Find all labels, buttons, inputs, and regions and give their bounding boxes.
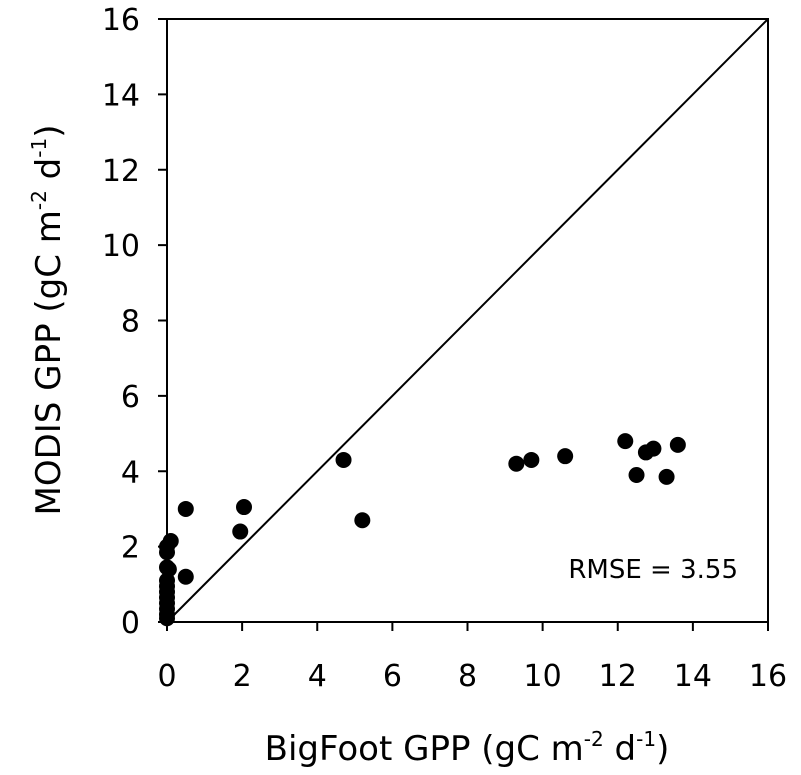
data-point [557,448,574,465]
data-point [669,436,686,453]
y-tick-label: 10 [102,229,140,264]
y-axis-title-sup1: -2 [27,190,51,210]
y-axis-title-mid: d [29,158,69,190]
data-point [658,468,675,485]
data-point [354,512,371,529]
x-tick-label: 2 [233,659,252,694]
y-tick-label: 8 [121,305,140,340]
data-point [645,440,662,457]
y-tick-label: 12 [102,154,140,189]
data-point [236,499,253,516]
x-axis-title: BigFoot GPP (gC m-2 d-1) [265,727,670,769]
data-points [159,433,686,627]
x-axis-title-mid: d [604,729,636,769]
x-tick-label: 4 [308,659,327,694]
y-axis-title-text: MODIS GPP (gC m [29,210,69,515]
x-tick-label: 14 [674,659,712,694]
y-tick-label: 16 [102,3,140,38]
data-point [628,467,645,484]
y-axis-title-sup2: -1 [27,138,51,158]
data-point [232,523,249,540]
x-axis-title-sup2: -1 [636,727,656,751]
y-tick-label: 0 [121,606,140,641]
y-axis-title-end: ) [29,125,69,138]
x-tick-label: 16 [749,659,787,694]
data-point [160,561,177,578]
x-tick-label: 10 [524,659,562,694]
data-point [335,451,352,468]
x-axis-title-text: BigFoot GPP (gC m [265,729,584,769]
x-tick-label: 6 [383,659,402,694]
x-tick-label: 0 [157,659,176,694]
x-axis-title-end: ) [656,729,669,769]
data-point [617,433,634,450]
data-point [177,568,194,585]
y-tick-label: 4 [121,455,140,490]
axis-tick-labels: 0 2 4 6 8 10 12 14 16 0 2 4 6 8 10 12 14 16 [102,3,787,694]
rmse-annotation: RMSE = 3.55 [568,555,738,585]
one-to-one-line [166,18,769,623]
y-axis-title: MODIS GPP (gC m-2 d-1) [27,125,69,516]
x-axis-title-sup1: -2 [584,727,604,751]
data-point [177,500,194,517]
data-point [508,455,525,472]
data-point [523,451,540,468]
x-tick-label: 8 [458,659,477,694]
y-tick-label: 14 [102,78,140,113]
data-point [162,532,179,549]
x-tick-label: 12 [599,659,637,694]
y-tick-label: 2 [121,531,140,566]
y-tick-label: 6 [121,380,140,415]
